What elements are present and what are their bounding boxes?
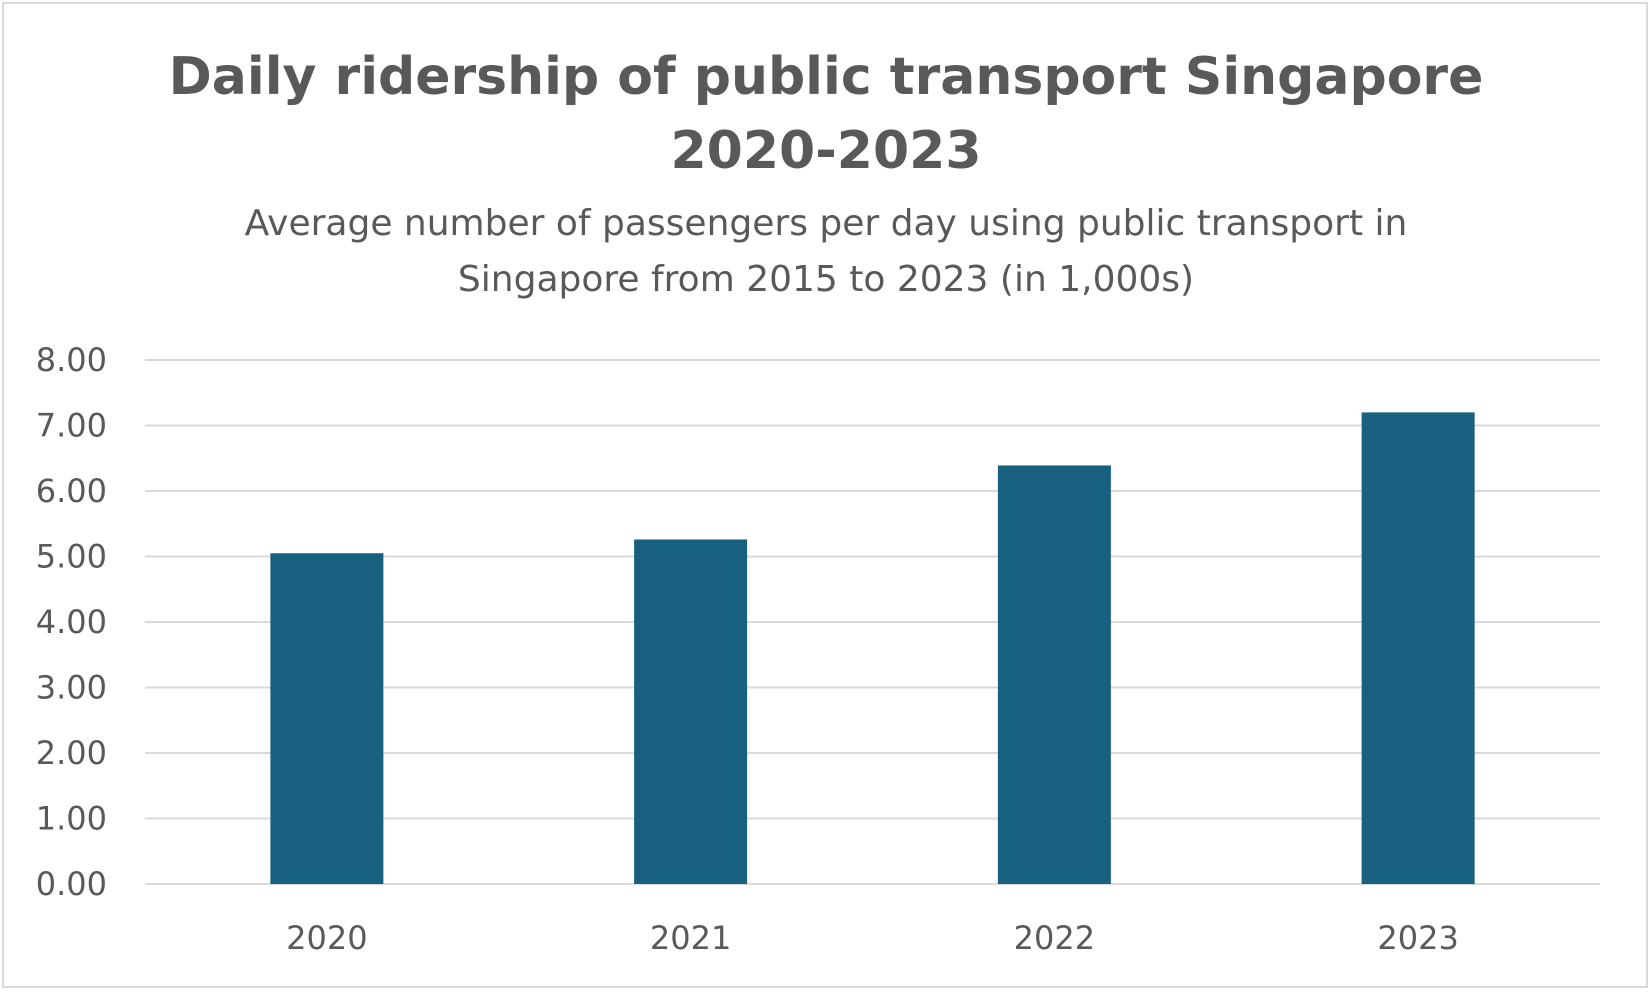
bar-2022 <box>997 465 1111 884</box>
y-tick-label: 0.00 <box>36 865 107 903</box>
bar-2023 <box>1361 412 1475 884</box>
x-tick-label: 2021 <box>650 919 731 957</box>
x-tick-label: 2020 <box>286 919 367 957</box>
chart-title: Daily ridership of public transport Sing… <box>0 40 1652 188</box>
chart-title-line-1: Daily ridership of public transport Sing… <box>168 47 1484 107</box>
chart-subtitle-line-2: Singapore from 2015 to 2023 (in 1,000s) <box>457 259 1195 300</box>
gridlines <box>145 359 1600 885</box>
y-tick-label: 6.00 <box>36 472 107 510</box>
chart-subtitle-line-1: Average number of passengers per day usi… <box>244 203 1408 244</box>
y-tick-label: 7.00 <box>36 407 107 445</box>
bars <box>270 412 1475 884</box>
x-axis-tick-labels: 2020 2021 2022 2023 <box>286 919 1459 957</box>
x-tick-label: 2023 <box>1377 919 1458 957</box>
y-tick-label: 2.00 <box>36 734 107 772</box>
y-axis-tick-labels: 0.00 1.00 2.00 3.00 4.00 5.00 6.00 7.00 8.00 <box>36 341 107 903</box>
x-tick-label: 2022 <box>1014 919 1095 957</box>
chart-title-line-2: 2020-2023 <box>670 121 982 181</box>
bar-2020 <box>270 553 384 884</box>
y-tick-label: 3.00 <box>36 669 107 707</box>
bar-2021 <box>634 539 748 884</box>
y-tick-label: 8.00 <box>36 341 107 379</box>
y-tick-label: 1.00 <box>36 800 107 838</box>
y-tick-label: 4.00 <box>36 603 107 641</box>
y-tick-label: 5.00 <box>36 538 107 576</box>
chart-subtitle: Average number of passengers per day usi… <box>0 196 1652 308</box>
